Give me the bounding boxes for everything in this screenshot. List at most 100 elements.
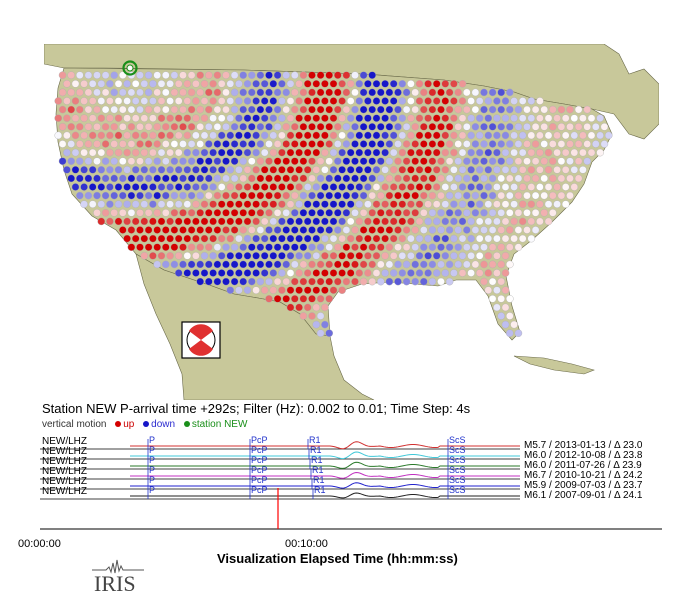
station-dot bbox=[226, 131, 235, 140]
station-dot bbox=[355, 269, 364, 277]
station-dot bbox=[106, 217, 114, 226]
station-dot bbox=[480, 174, 488, 183]
station-dot bbox=[278, 131, 286, 140]
station-dot bbox=[136, 226, 144, 234]
station-dot bbox=[536, 166, 544, 174]
station-dot bbox=[458, 148, 467, 157]
station-dot bbox=[497, 174, 506, 183]
station-dot bbox=[437, 208, 445, 217]
station-dot bbox=[67, 157, 76, 165]
station-dot bbox=[217, 97, 226, 105]
station-dot bbox=[222, 260, 230, 269]
station-dot bbox=[333, 191, 342, 200]
station-dot bbox=[346, 148, 355, 157]
station-dot bbox=[153, 174, 161, 183]
station-dot bbox=[204, 277, 213, 286]
station-dot bbox=[273, 294, 282, 303]
station-dot bbox=[445, 157, 454, 165]
station-dot bbox=[497, 294, 506, 303]
station-dot bbox=[200, 217, 209, 226]
station-dot bbox=[566, 191, 574, 200]
station-dot bbox=[273, 88, 282, 97]
station-dot bbox=[93, 88, 101, 97]
station-dot bbox=[407, 131, 415, 140]
station-dot bbox=[136, 208, 144, 217]
station-dot bbox=[329, 183, 338, 191]
station-dot bbox=[480, 105, 488, 114]
station-dot bbox=[364, 183, 372, 191]
station-dot bbox=[480, 140, 488, 148]
station-dot bbox=[364, 166, 372, 174]
station-dot bbox=[209, 166, 217, 174]
station-dot bbox=[531, 191, 540, 200]
station-dot bbox=[432, 114, 441, 122]
station-dot bbox=[342, 208, 351, 217]
station-dot bbox=[441, 251, 450, 260]
station-dot bbox=[187, 105, 196, 114]
station-dot bbox=[536, 217, 544, 226]
station-dot bbox=[101, 105, 110, 114]
station-dot bbox=[510, 97, 518, 105]
station-dot bbox=[290, 208, 299, 217]
station-dot bbox=[299, 71, 308, 80]
station-dot bbox=[342, 88, 351, 97]
station-dot bbox=[308, 105, 316, 114]
station-dot bbox=[213, 226, 222, 234]
station-dot bbox=[114, 114, 123, 122]
station-dot bbox=[325, 226, 334, 234]
station-dot bbox=[338, 217, 346, 226]
station-dot bbox=[333, 123, 342, 131]
station-dot bbox=[54, 114, 63, 122]
station-dot bbox=[471, 226, 480, 234]
station-dot bbox=[273, 140, 282, 148]
station-dot bbox=[166, 234, 174, 243]
station-dot bbox=[273, 260, 282, 269]
station-dot bbox=[63, 80, 71, 88]
station-dot bbox=[149, 114, 157, 122]
station-dot bbox=[389, 97, 398, 105]
station-dot bbox=[290, 277, 299, 286]
phase-label: P bbox=[149, 465, 155, 475]
station-dot bbox=[381, 80, 389, 88]
station-dot bbox=[226, 114, 235, 122]
station-dot bbox=[432, 80, 441, 88]
station-dot bbox=[213, 123, 222, 131]
station-dot bbox=[523, 123, 531, 131]
station-dot bbox=[308, 243, 316, 251]
station-dot bbox=[303, 303, 312, 312]
station-dot bbox=[312, 320, 321, 329]
station-dot bbox=[501, 200, 510, 208]
station-dot bbox=[424, 114, 432, 122]
station-dot bbox=[592, 123, 600, 131]
station-dot bbox=[312, 251, 321, 260]
station-dot bbox=[329, 286, 338, 294]
station-dot bbox=[432, 251, 441, 260]
station-dot bbox=[596, 148, 604, 157]
station-dot bbox=[488, 140, 497, 148]
station-dot bbox=[364, 269, 372, 277]
station-dot bbox=[579, 114, 587, 122]
station-dot bbox=[252, 114, 260, 122]
station-dot bbox=[394, 88, 402, 97]
station-dot bbox=[480, 260, 488, 269]
station-dot bbox=[67, 105, 76, 114]
station-dot bbox=[407, 217, 415, 226]
station-dot bbox=[325, 277, 334, 286]
station-dot bbox=[385, 174, 394, 183]
station-dot bbox=[187, 174, 196, 183]
station-dot bbox=[419, 140, 428, 148]
station-dot bbox=[67, 140, 76, 148]
station-dot bbox=[462, 191, 471, 200]
station-dot bbox=[256, 88, 265, 97]
station-dot bbox=[54, 97, 63, 105]
phase-label: P bbox=[149, 485, 155, 495]
station-dot bbox=[450, 97, 458, 105]
station-dot bbox=[247, 260, 256, 269]
station-dot bbox=[299, 105, 308, 114]
station-dot bbox=[398, 148, 407, 157]
station-dot bbox=[127, 191, 136, 200]
station-dot bbox=[419, 191, 428, 200]
station-dot bbox=[166, 217, 174, 226]
station-dot bbox=[209, 148, 217, 157]
station-dot bbox=[372, 114, 381, 122]
